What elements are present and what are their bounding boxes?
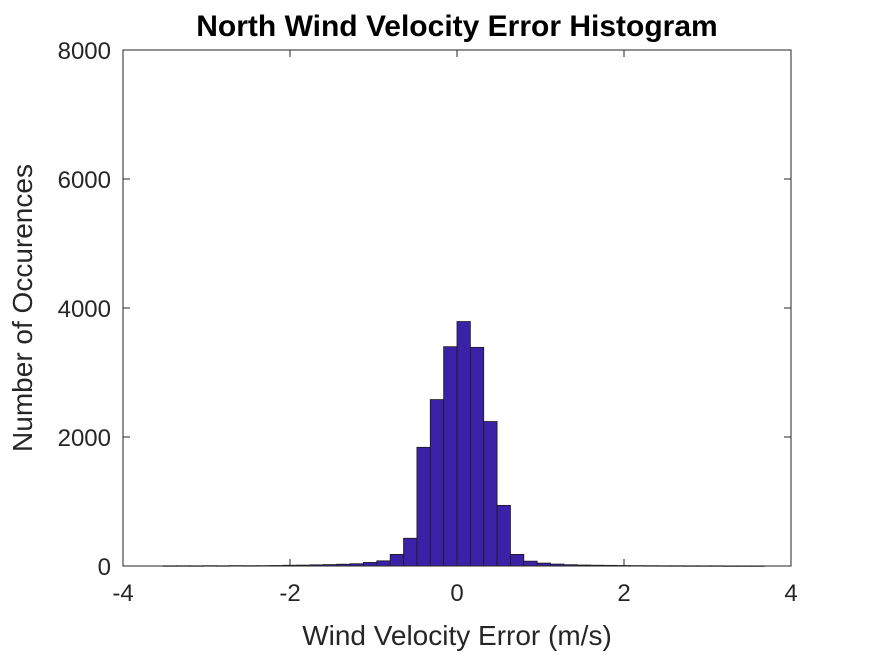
y-tick-label-3: 6000 <box>58 167 111 194</box>
histogram-bar-27 <box>523 560 538 567</box>
x-tick-label-4: 4 <box>784 580 797 607</box>
histogram-bar-20 <box>429 399 445 567</box>
y-tick-label-1: 2000 <box>58 425 111 452</box>
histogram-bar-25 <box>496 504 511 567</box>
ticks-group: -4 -2 0 2 4 0 2000 4000 6000 8000 <box>58 38 798 607</box>
histogram-bar-19 <box>416 446 431 567</box>
chart-title: North Wind Velocity Error Histogram <box>196 10 717 43</box>
histogram-bar-15 <box>363 562 378 567</box>
histogram-bar-23 <box>469 346 485 567</box>
histogram-bar-22 <box>456 321 471 567</box>
histogram-bar-26 <box>510 553 525 567</box>
x-axis-label: Wind Velocity Error (m/s) <box>302 620 612 651</box>
x-tick-label-2: 0 <box>450 580 463 607</box>
y-tick-label-4: 8000 <box>58 38 111 65</box>
bars-group <box>162 321 765 567</box>
histogram-bar-24 <box>483 421 498 567</box>
y-tick-label-0: 0 <box>98 554 111 581</box>
histogram-bar-16 <box>376 560 391 567</box>
histogram-bar-18 <box>403 537 418 567</box>
x-tick-label-1: -2 <box>279 580 300 607</box>
x-tick-label-3: 2 <box>617 580 630 607</box>
histogram-bar-17 <box>389 553 404 567</box>
y-axis-label: Number of Occurences <box>7 164 38 452</box>
x-tick-label-0: -4 <box>112 580 133 607</box>
y-tick-label-2: 4000 <box>58 296 111 323</box>
histogram-bar-21 <box>443 346 458 567</box>
